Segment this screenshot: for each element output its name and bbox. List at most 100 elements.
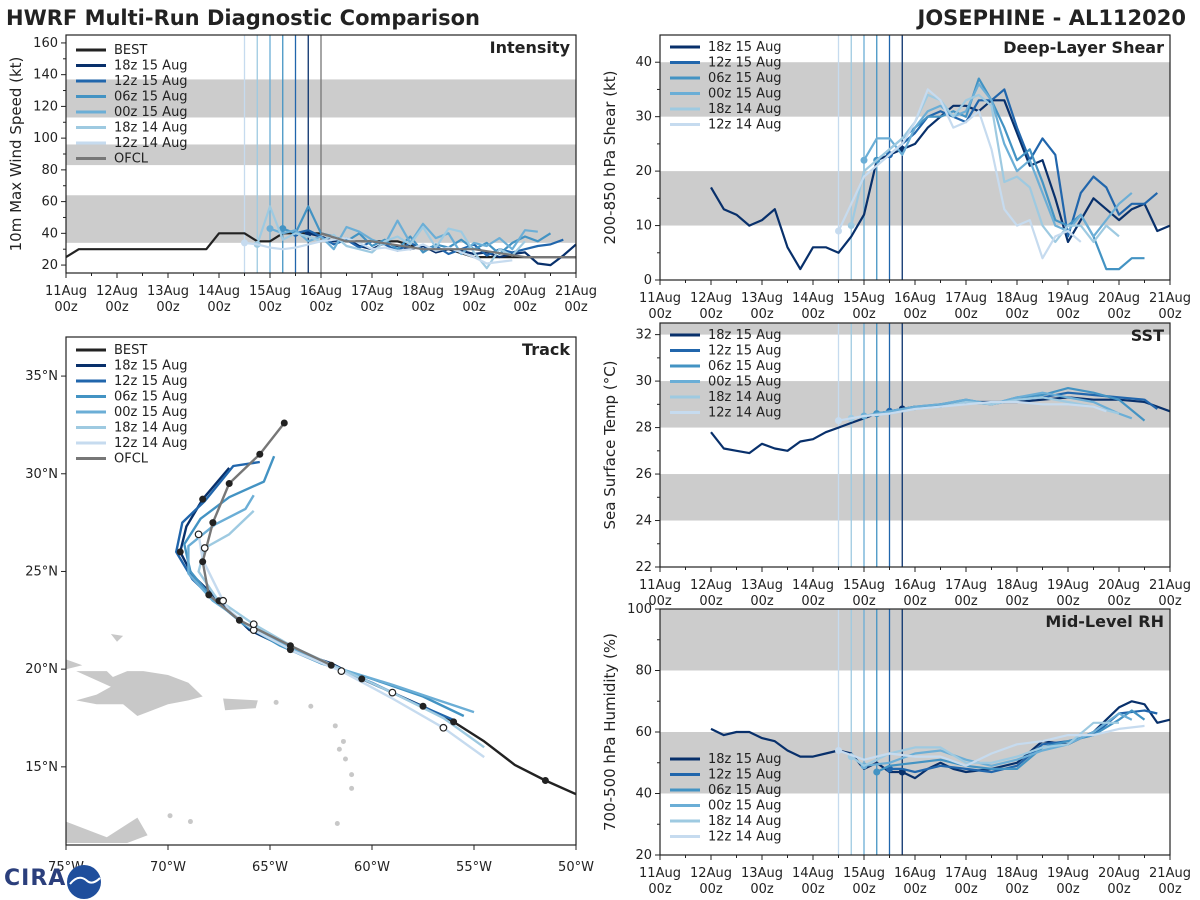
sst-band-2: [660, 323, 1170, 335]
intensity-xtick-label: 14Aug: [198, 284, 240, 299]
intensity-chart: 2040608010012014016011Aug00z12Aug00z13Au…: [7, 34, 597, 315]
shear-ytick-label: 30: [635, 110, 652, 125]
shear-xtick-label: 00z: [1107, 307, 1131, 322]
shear-ytick-label: 20: [635, 164, 652, 179]
shear-legend-label: 18z 15 Aug: [708, 40, 782, 55]
intensity-xtick-label: 16Aug: [300, 284, 342, 299]
intensity-init-point-06z-15-aug: [279, 225, 287, 233]
sst-xtick-label: 17Aug: [945, 578, 987, 593]
intensity-xtick-label: 00z: [309, 300, 333, 315]
shear-xtick-label: 12Aug: [690, 291, 732, 306]
intensity-xtick-label: 00z: [207, 300, 231, 315]
island-9: [187, 819, 193, 825]
sst-legend-label: 12z 15 Aug: [708, 344, 782, 359]
rh-legend-label: 12z 14 Aug: [708, 830, 782, 845]
sst-xtick-label: 13Aug: [741, 578, 783, 593]
track-title: Track: [522, 340, 570, 359]
sst-ytick-label: 24: [635, 514, 652, 529]
sst-legend-label: 18z 14 Aug: [708, 390, 782, 405]
sst-chart: 22242628303211Aug00z12Aug00z13Aug00z14Au…: [601, 322, 1191, 609]
ofcl-dot: [199, 558, 207, 566]
intensity-xtick-label: 17Aug: [351, 284, 393, 299]
lon-tick-label: 65°W: [252, 860, 288, 875]
rh-xtick-label: 14Aug: [792, 866, 834, 881]
intensity-ytick-label: 60: [41, 195, 58, 210]
intensity-xtick-label: 00z: [258, 300, 282, 315]
rh-xtick-label: 11Aug: [639, 866, 681, 881]
shear-xtick-label: 00z: [1056, 307, 1080, 322]
island-0: [332, 723, 338, 729]
intensity-xtick-label: 00z: [564, 300, 588, 315]
rh-legend-label: 18z 14 Aug: [708, 814, 782, 829]
intensity-legend-label: 06z 15 Aug: [114, 90, 188, 105]
shear-band-0: [660, 171, 1170, 226]
rh-title: Mid-Level RH: [1045, 612, 1164, 631]
land-2: [66, 659, 83, 670]
intensity-xtick-label: 21Aug: [555, 284, 597, 299]
track-legend-label: OFCL: [114, 452, 149, 467]
shear-xtick-label: 00z: [903, 307, 927, 322]
sst-series-00z-15-aug: [863, 391, 1133, 420]
sst-xtick-label: 00z: [954, 594, 978, 609]
shear-series-18z-14-aug: [850, 93, 1120, 243]
ofcl-dot: [256, 450, 264, 458]
sst-xtick-label: 15Aug: [843, 578, 885, 593]
shear-chart: 01020304011Aug00z12Aug00z13Aug00z14Aug00…: [601, 34, 1191, 322]
shear-legend-label: 06z 15 Aug: [708, 71, 782, 86]
intensity-xtick-label: 15Aug: [249, 284, 291, 299]
track-dot-filled: [176, 548, 184, 556]
rh-band-1: [660, 609, 1170, 671]
track-legend-label: 12z 15 Aug: [114, 374, 188, 389]
island-3: [349, 772, 355, 778]
shear-xtick-label: 00z: [648, 307, 672, 322]
rh-xtick-label: 00z: [750, 882, 774, 897]
sst-ytick-label: 32: [635, 328, 652, 343]
shear-xtick-label: 00z: [852, 307, 876, 322]
shear-ytick-label: 40: [635, 55, 652, 70]
sst-xtick-label: 00z: [903, 594, 927, 609]
rh-xtick-label: 00z: [801, 882, 825, 897]
rh-series-12z-14-aug: [838, 724, 1145, 767]
storm-title: JOSEPHINE - AL112020: [917, 6, 1186, 30]
island-5: [334, 821, 340, 827]
sst-xtick-label: 00z: [1005, 594, 1029, 609]
sst-xtick-label: 00z: [750, 594, 774, 609]
island-11: [336, 746, 342, 752]
shear-xtick-label: 18Aug: [996, 291, 1038, 306]
track-line-ofcl: [201, 422, 332, 667]
intensity-xtick-label: 11Aug: [45, 284, 87, 299]
sst-xtick-label: 00z: [1158, 594, 1182, 609]
cira-logo-icon: CIRA: [4, 866, 66, 891]
intensity-xtick-label: 00z: [105, 300, 129, 315]
intensity-legend-label: 00z 15 Aug: [114, 105, 188, 120]
rh-xtick-label: 00z: [1107, 882, 1131, 897]
intensity-xtick-label: 00z: [360, 300, 384, 315]
ofcl-dot: [286, 642, 294, 650]
island-6: [273, 699, 279, 705]
track-dot-open: [337, 667, 346, 676]
rh-legend-label: 12z 15 Aug: [708, 768, 782, 783]
track-legend-label: 18z 15 Aug: [114, 359, 188, 374]
sst-xtick-label: 00z: [1056, 594, 1080, 609]
intensity-legend-label: OFCL: [114, 152, 149, 167]
ofcl-dot: [205, 591, 213, 599]
page-title: HWRF Multi-Run Diagnostic Comparison: [6, 6, 481, 30]
best-dot: [541, 777, 549, 785]
rh-xtick-label: 16Aug: [894, 866, 936, 881]
track-legend-label: 18z 14 Aug: [114, 421, 188, 436]
shear-legend-label: 12z 14 Aug: [708, 118, 782, 133]
intensity-ytick-label: 120: [33, 99, 58, 114]
intensity-ytick-label: 80: [41, 163, 58, 178]
shear-series-12z-15-aug: [888, 88, 1159, 238]
intensity-title: Intensity: [490, 38, 571, 57]
shear-xtick-label: 13Aug: [741, 291, 783, 306]
sst-ytick-label: 26: [635, 467, 652, 482]
intensity-legend-label: 18z 15 Aug: [114, 59, 188, 74]
sst-series-12z-14-aug: [838, 400, 1107, 422]
sst-xtick-label: 00z: [699, 594, 723, 609]
sst-legend-label: 18z 15 Aug: [708, 328, 782, 343]
sst-xtick-label: 16Aug: [894, 578, 936, 593]
cira-emblem: [67, 865, 101, 899]
rh-xtick-label: 00z: [954, 882, 978, 897]
